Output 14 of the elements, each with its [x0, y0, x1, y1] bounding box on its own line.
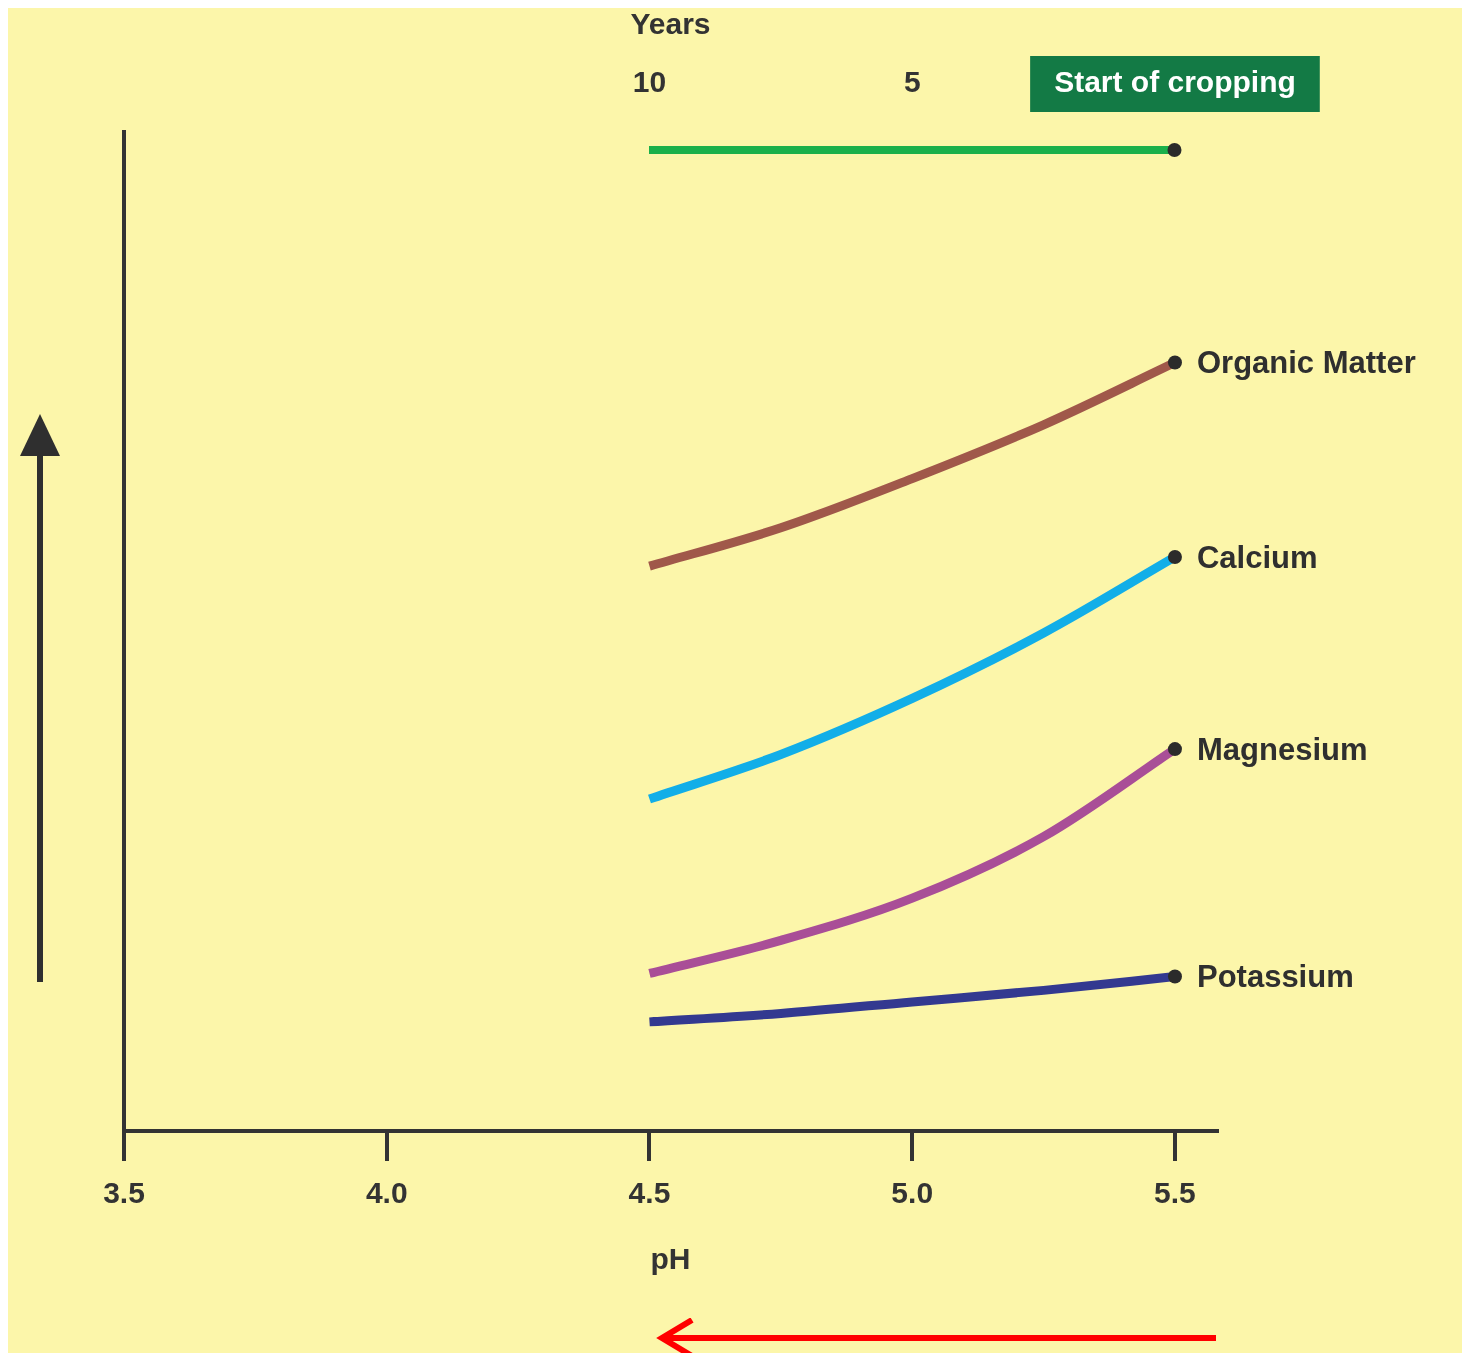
series-label: Potassium	[1196, 959, 1354, 995]
x-axis-title: pH	[650, 1242, 691, 1276]
x2-tick-label: Start of cropping	[1054, 65, 1296, 99]
series-label: Calcium	[1196, 539, 1318, 575]
x-tick-label: 4.5	[628, 1176, 671, 1210]
x-tick-label: 4.0	[365, 1176, 408, 1210]
series-label: Organic Matter	[1196, 345, 1416, 381]
series-label: Magnesium	[1196, 731, 1368, 767]
x2-tick-label: 5	[903, 65, 921, 99]
x2-tick-label: 10	[632, 65, 667, 99]
x-tick-label: 5.5	[1154, 1176, 1196, 1210]
x2-axis-title: Years	[630, 7, 711, 41]
x-tick-label: 3.5	[103, 1176, 145, 1210]
x-tick-label: 5.0	[891, 1176, 934, 1210]
